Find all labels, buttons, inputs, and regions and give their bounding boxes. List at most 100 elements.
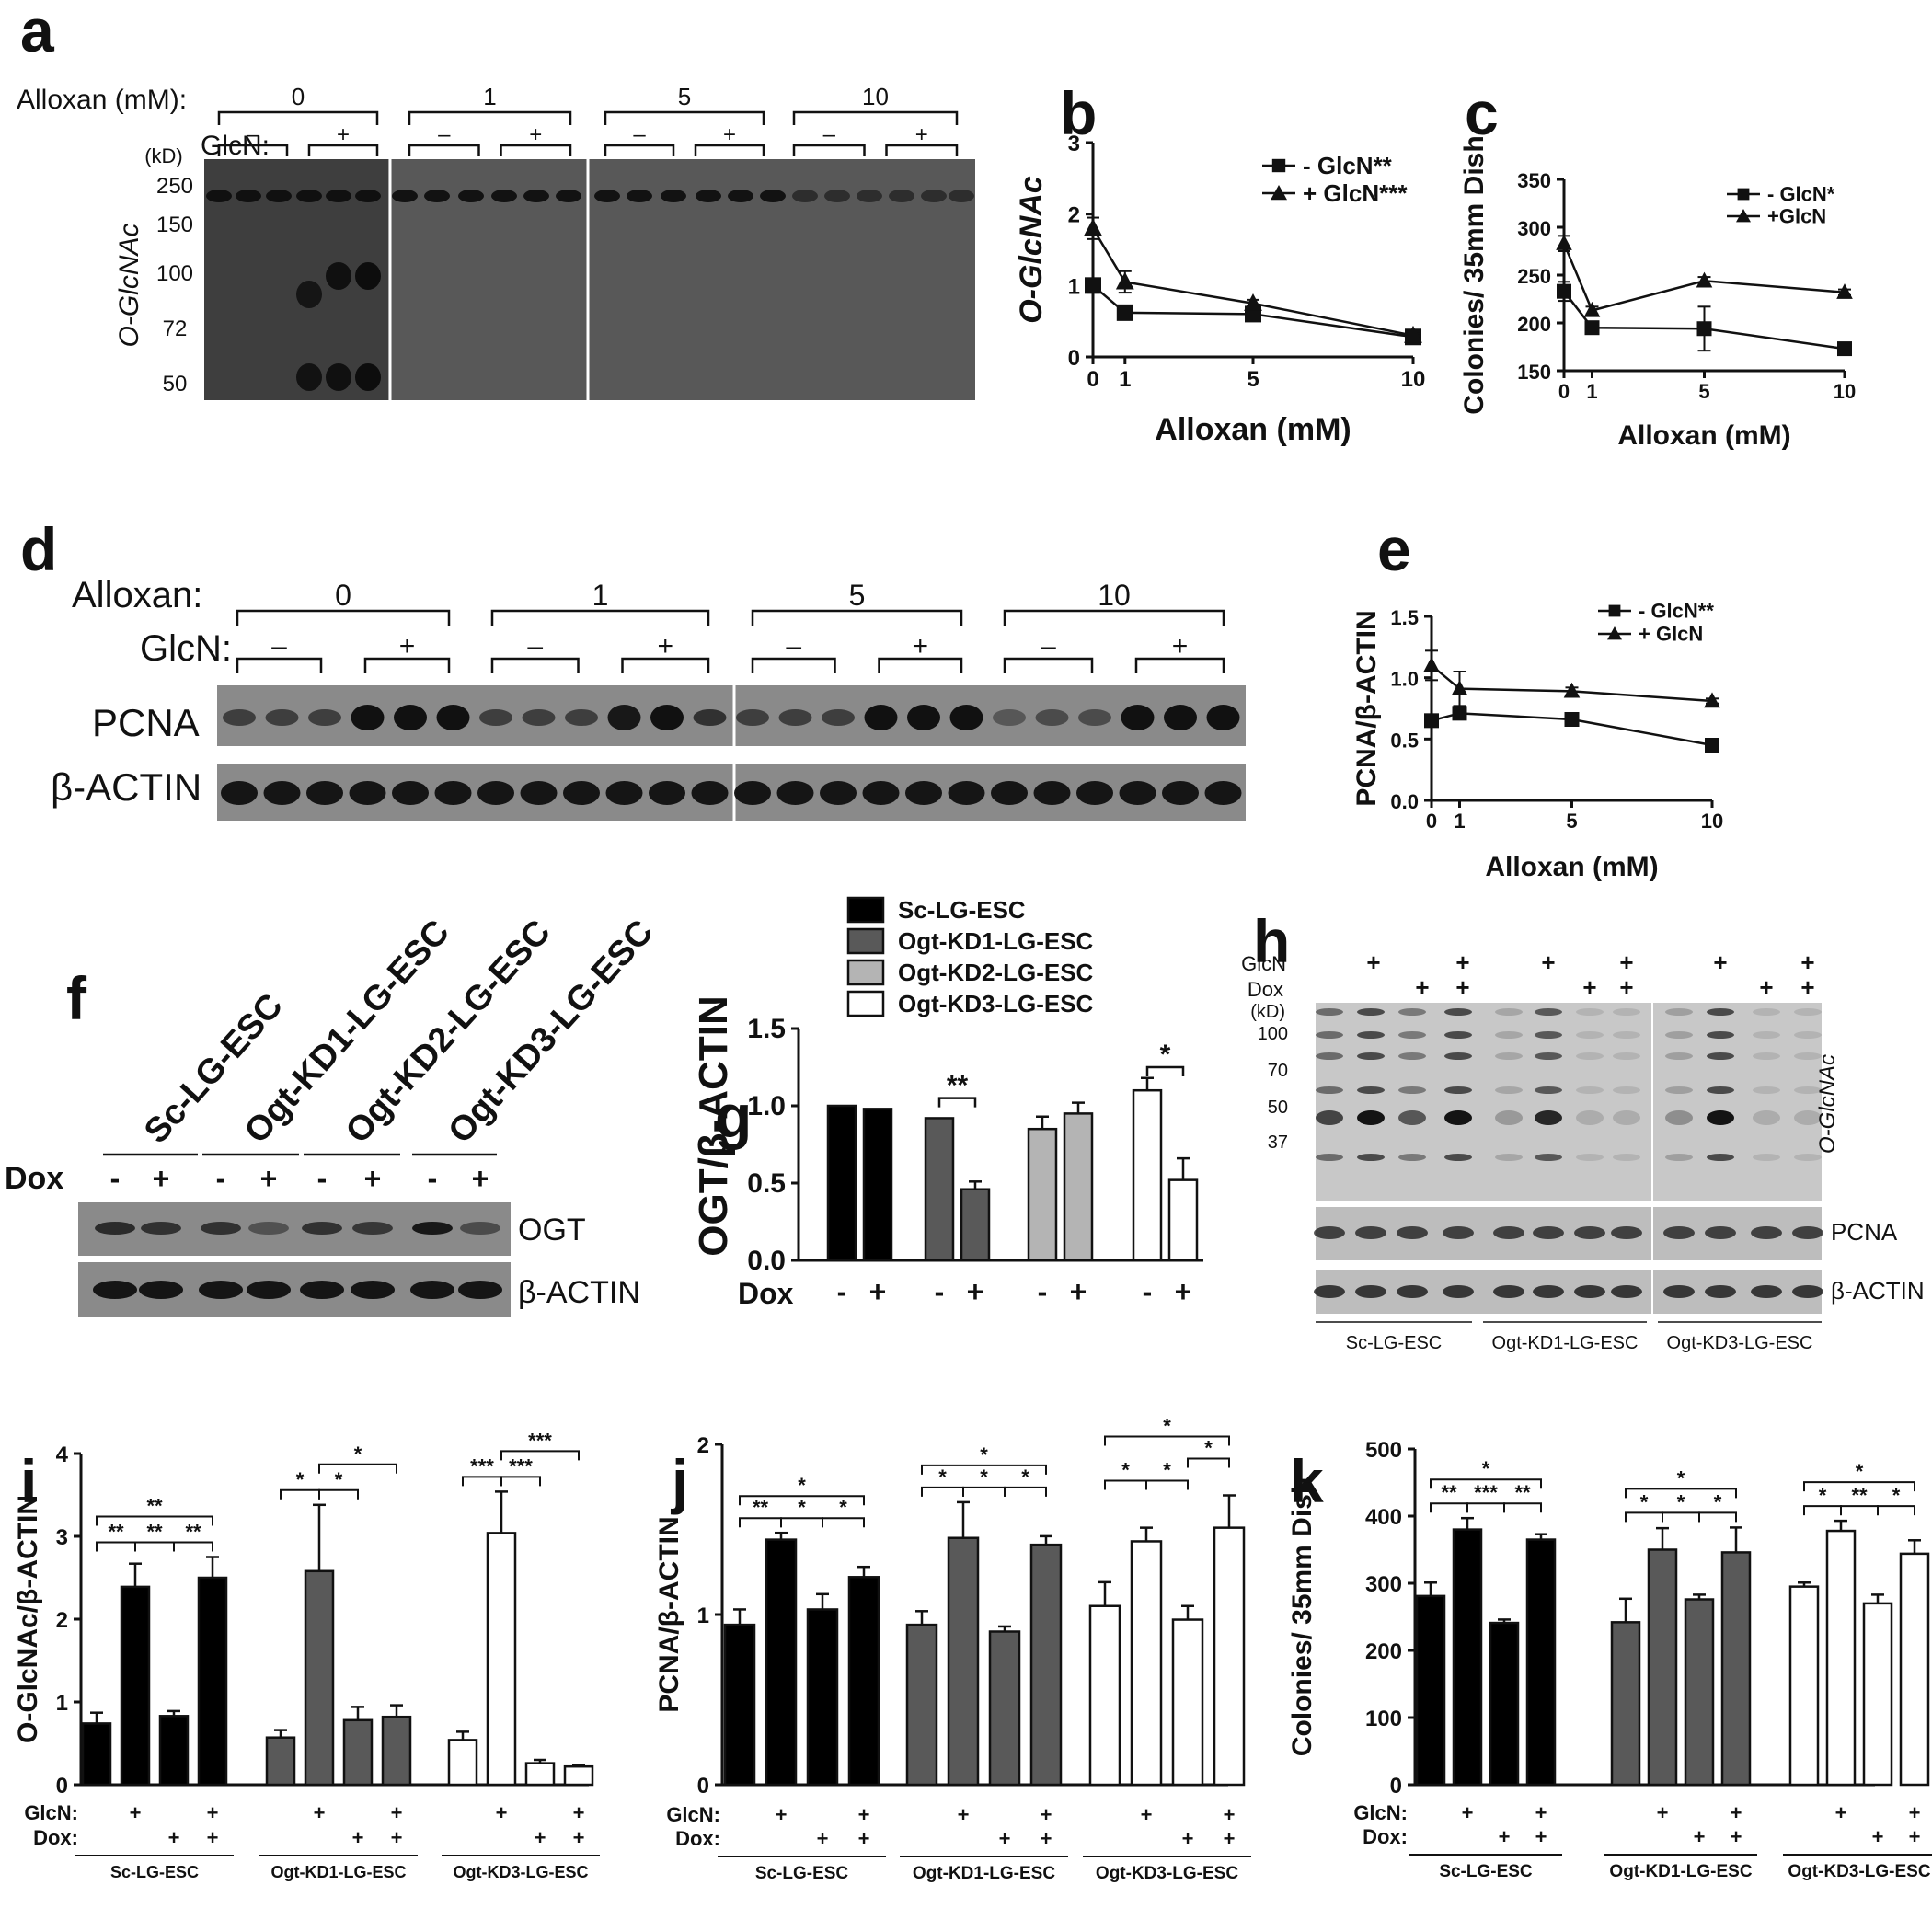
actin-band xyxy=(1204,781,1242,805)
dox-sign-g: - xyxy=(1038,1275,1048,1308)
plus-sign-a: + xyxy=(915,122,928,147)
bar xyxy=(847,1576,880,1787)
y-axis-title: PCNA/β-ACTIN xyxy=(1351,610,1382,806)
alloxan-group-d: 1 xyxy=(592,579,609,612)
pcna-band xyxy=(1611,1226,1642,1239)
row-label-pcna: PCNA xyxy=(1831,1218,1898,1246)
x-tick-label: 0 xyxy=(1558,380,1570,403)
minus-sign-d: – xyxy=(271,631,287,661)
ogl-band xyxy=(1753,1008,1780,1016)
dox-label: Dox: xyxy=(675,1827,720,1850)
dox-sign: + xyxy=(535,1826,546,1849)
significance-label: * xyxy=(1677,1490,1685,1513)
series-line xyxy=(1431,712,1713,747)
ogl-band xyxy=(1398,1110,1426,1125)
glcn-sign: + xyxy=(1657,1801,1669,1824)
x-tick-label: 1 xyxy=(1454,810,1465,833)
pcna-band xyxy=(1663,1226,1695,1239)
pcna-band xyxy=(693,709,727,726)
pcna-band xyxy=(1397,1226,1428,1239)
ogt-band xyxy=(352,1222,393,1235)
ogl-band xyxy=(1613,1110,1640,1125)
band-250kd xyxy=(824,190,850,202)
glcn-sign: + xyxy=(1462,1801,1474,1824)
marker-h: 50 xyxy=(1268,1098,1288,1118)
alloxan-group-a: 1 xyxy=(483,83,496,110)
significance-bracket xyxy=(462,1476,502,1487)
significance-bracket xyxy=(1877,1505,1915,1516)
pcna-band xyxy=(1206,705,1240,730)
significance-bracket xyxy=(1104,1479,1147,1490)
dox-sign-f: - xyxy=(317,1162,328,1195)
pcna-band xyxy=(949,705,983,730)
legend-label: Ogt-KD2-LG-ESC xyxy=(898,959,1094,986)
ogl-band xyxy=(1495,1052,1523,1060)
series-line xyxy=(1091,227,1414,337)
ogl-band xyxy=(1613,1008,1640,1016)
actin-band xyxy=(649,781,685,805)
dox-label: Dox: xyxy=(1363,1825,1408,1848)
data-point-triangle xyxy=(1423,656,1440,672)
data-point-triangle xyxy=(1563,682,1581,698)
glcn-sign: + xyxy=(1909,1801,1921,1824)
dox-sign-h: + xyxy=(1415,973,1429,1001)
bar xyxy=(765,1538,798,1787)
significance-bracket xyxy=(780,1517,823,1528)
legend-triangle xyxy=(1736,209,1751,223)
significance-bracket xyxy=(318,1463,397,1474)
glcn-sign-h: + xyxy=(1366,948,1380,976)
dox-sign: + xyxy=(168,1826,180,1849)
plus-sign-d: + xyxy=(657,631,673,661)
pcna-band xyxy=(1355,1226,1386,1239)
glcn-label: GlcN: xyxy=(666,1803,720,1826)
actin-band xyxy=(351,1281,395,1299)
glcn-sign: + xyxy=(958,1803,970,1826)
significance-label: *** xyxy=(528,1429,552,1452)
band-250kd xyxy=(760,190,786,202)
plus-sign-d: + xyxy=(399,631,416,661)
alloxan-group-a: 0 xyxy=(292,83,305,110)
panel-label-f: f xyxy=(66,964,87,1032)
band-250kd xyxy=(889,190,914,202)
glcn-bracket-d xyxy=(363,657,451,673)
data-point-square xyxy=(1452,706,1467,721)
glcn-bracket-a xyxy=(604,144,675,156)
actin-band xyxy=(605,781,643,805)
bar xyxy=(1825,1529,1857,1787)
legend-label: Sc-LG-ESC xyxy=(898,896,1026,924)
bar xyxy=(158,1715,190,1787)
y-tick-label: 0.0 xyxy=(747,1246,786,1276)
pcna-band xyxy=(736,709,769,726)
glcn-sign: + xyxy=(496,1801,508,1824)
y-axis-title: O-GlcNAc/β-ACTIN xyxy=(13,1495,43,1743)
ogl-band xyxy=(1576,1008,1604,1016)
x-tick-label: 0 xyxy=(1426,810,1437,833)
ogl-band xyxy=(1316,1110,1343,1125)
plus-sign-a: + xyxy=(723,122,736,147)
bar xyxy=(947,1536,980,1787)
series-line xyxy=(1562,243,1846,312)
actin-band xyxy=(1705,1285,1736,1298)
band-ogl xyxy=(326,363,351,391)
band-250kd xyxy=(491,190,517,202)
ogl-band xyxy=(1357,1031,1385,1039)
bar xyxy=(81,1722,112,1787)
actin-band xyxy=(905,781,942,805)
band-ogl xyxy=(296,363,322,391)
actin-band xyxy=(691,781,729,805)
significance-label: *** xyxy=(470,1454,494,1477)
band-250kd xyxy=(523,190,549,202)
pcna-band xyxy=(1121,705,1155,730)
dox-sign: + xyxy=(573,1826,585,1849)
group-label: Ogt-KD3-LG-ESC xyxy=(454,1863,589,1881)
significance-label: * xyxy=(335,1468,343,1491)
significance-label: * xyxy=(938,1465,947,1488)
protein-label-a: O-GlcNAc xyxy=(114,224,144,348)
bar xyxy=(723,1623,756,1787)
group-label-h: Ogt-KD3-LG-ESC xyxy=(1667,1333,1813,1353)
group-label-h: Sc-LG-ESC xyxy=(1346,1333,1442,1353)
bar xyxy=(1720,1551,1752,1787)
y-tick-label: 0.0 xyxy=(1390,790,1419,813)
legend-square xyxy=(1271,158,1286,173)
